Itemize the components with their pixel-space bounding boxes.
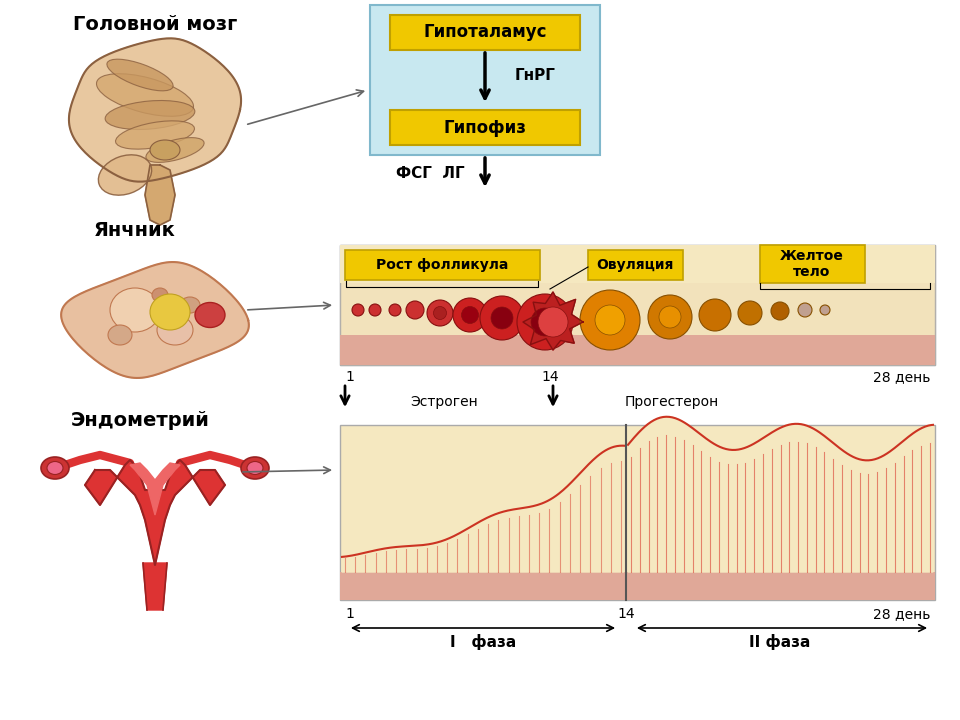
Circle shape bbox=[798, 303, 812, 317]
Bar bbox=[340, 335, 935, 365]
Bar bbox=[760, 245, 865, 283]
Text: 1: 1 bbox=[345, 607, 354, 621]
Text: Овуляция: Овуляция bbox=[596, 258, 674, 272]
Bar bbox=[345, 250, 540, 280]
Text: I   фаза: I фаза bbox=[450, 634, 516, 650]
Polygon shape bbox=[523, 292, 583, 350]
Bar bbox=[340, 425, 935, 600]
Circle shape bbox=[462, 307, 478, 323]
Ellipse shape bbox=[241, 457, 269, 479]
Circle shape bbox=[659, 306, 681, 328]
Bar bbox=[340, 245, 935, 365]
Circle shape bbox=[434, 307, 446, 320]
Bar bbox=[340, 572, 935, 600]
Circle shape bbox=[771, 302, 789, 320]
Bar bbox=[340, 245, 935, 365]
Circle shape bbox=[352, 304, 364, 316]
Ellipse shape bbox=[41, 457, 69, 479]
Ellipse shape bbox=[195, 302, 225, 328]
Circle shape bbox=[699, 299, 731, 331]
Circle shape bbox=[738, 301, 762, 325]
Ellipse shape bbox=[108, 325, 132, 345]
Ellipse shape bbox=[150, 140, 180, 160]
Circle shape bbox=[531, 308, 559, 336]
Bar bbox=[390, 110, 580, 145]
Text: Эндометрий: Эндометрий bbox=[71, 410, 209, 430]
Ellipse shape bbox=[47, 462, 63, 474]
Ellipse shape bbox=[152, 288, 168, 302]
Ellipse shape bbox=[247, 462, 263, 474]
Text: Эстроген: Эстроген bbox=[410, 395, 478, 409]
Polygon shape bbox=[342, 446, 624, 572]
Text: II фаза: II фаза bbox=[750, 634, 810, 650]
Circle shape bbox=[517, 294, 573, 350]
Circle shape bbox=[369, 304, 381, 316]
Ellipse shape bbox=[157, 315, 193, 345]
Text: Головной мозг: Головной мозг bbox=[73, 16, 237, 35]
Bar bbox=[340, 245, 935, 283]
Text: 14: 14 bbox=[541, 370, 559, 384]
Circle shape bbox=[491, 307, 513, 329]
Polygon shape bbox=[628, 417, 933, 572]
Ellipse shape bbox=[146, 138, 204, 163]
Ellipse shape bbox=[107, 59, 173, 91]
Text: Гипоталамус: Гипоталамус bbox=[423, 23, 547, 41]
Circle shape bbox=[648, 295, 692, 339]
Circle shape bbox=[538, 307, 568, 337]
Bar bbox=[390, 15, 580, 50]
Ellipse shape bbox=[106, 101, 195, 130]
Text: 28 день: 28 день bbox=[873, 370, 930, 384]
Bar bbox=[588, 250, 683, 280]
Ellipse shape bbox=[150, 294, 190, 330]
Text: ФСГ  ЛГ: ФСГ ЛГ bbox=[396, 166, 465, 181]
Ellipse shape bbox=[180, 297, 200, 313]
Circle shape bbox=[389, 304, 401, 316]
Ellipse shape bbox=[115, 121, 195, 149]
Text: Гипофиз: Гипофиз bbox=[444, 119, 526, 137]
Polygon shape bbox=[145, 165, 175, 225]
Ellipse shape bbox=[110, 288, 160, 332]
Circle shape bbox=[480, 296, 524, 340]
Circle shape bbox=[406, 301, 424, 319]
Text: Прогестерон: Прогестерон bbox=[625, 395, 719, 409]
Polygon shape bbox=[143, 563, 167, 610]
Text: Рост фолликула: Рост фолликула bbox=[375, 258, 508, 272]
Text: 28 день: 28 день bbox=[873, 607, 930, 621]
Ellipse shape bbox=[97, 73, 194, 117]
Circle shape bbox=[427, 300, 453, 326]
Polygon shape bbox=[61, 262, 249, 378]
Polygon shape bbox=[130, 463, 180, 515]
Circle shape bbox=[453, 298, 487, 332]
Text: Янчник: Янчник bbox=[94, 220, 176, 240]
Text: 14: 14 bbox=[617, 607, 635, 621]
Circle shape bbox=[580, 290, 640, 350]
Bar bbox=[370, 5, 600, 155]
Text: 1: 1 bbox=[345, 370, 354, 384]
Text: ГнРГ: ГнРГ bbox=[515, 68, 556, 83]
Text: Желтое
тело: Желтое тело bbox=[780, 249, 844, 279]
Polygon shape bbox=[69, 38, 241, 181]
Circle shape bbox=[595, 305, 625, 335]
Polygon shape bbox=[85, 460, 225, 565]
Ellipse shape bbox=[98, 155, 152, 195]
Circle shape bbox=[820, 305, 830, 315]
